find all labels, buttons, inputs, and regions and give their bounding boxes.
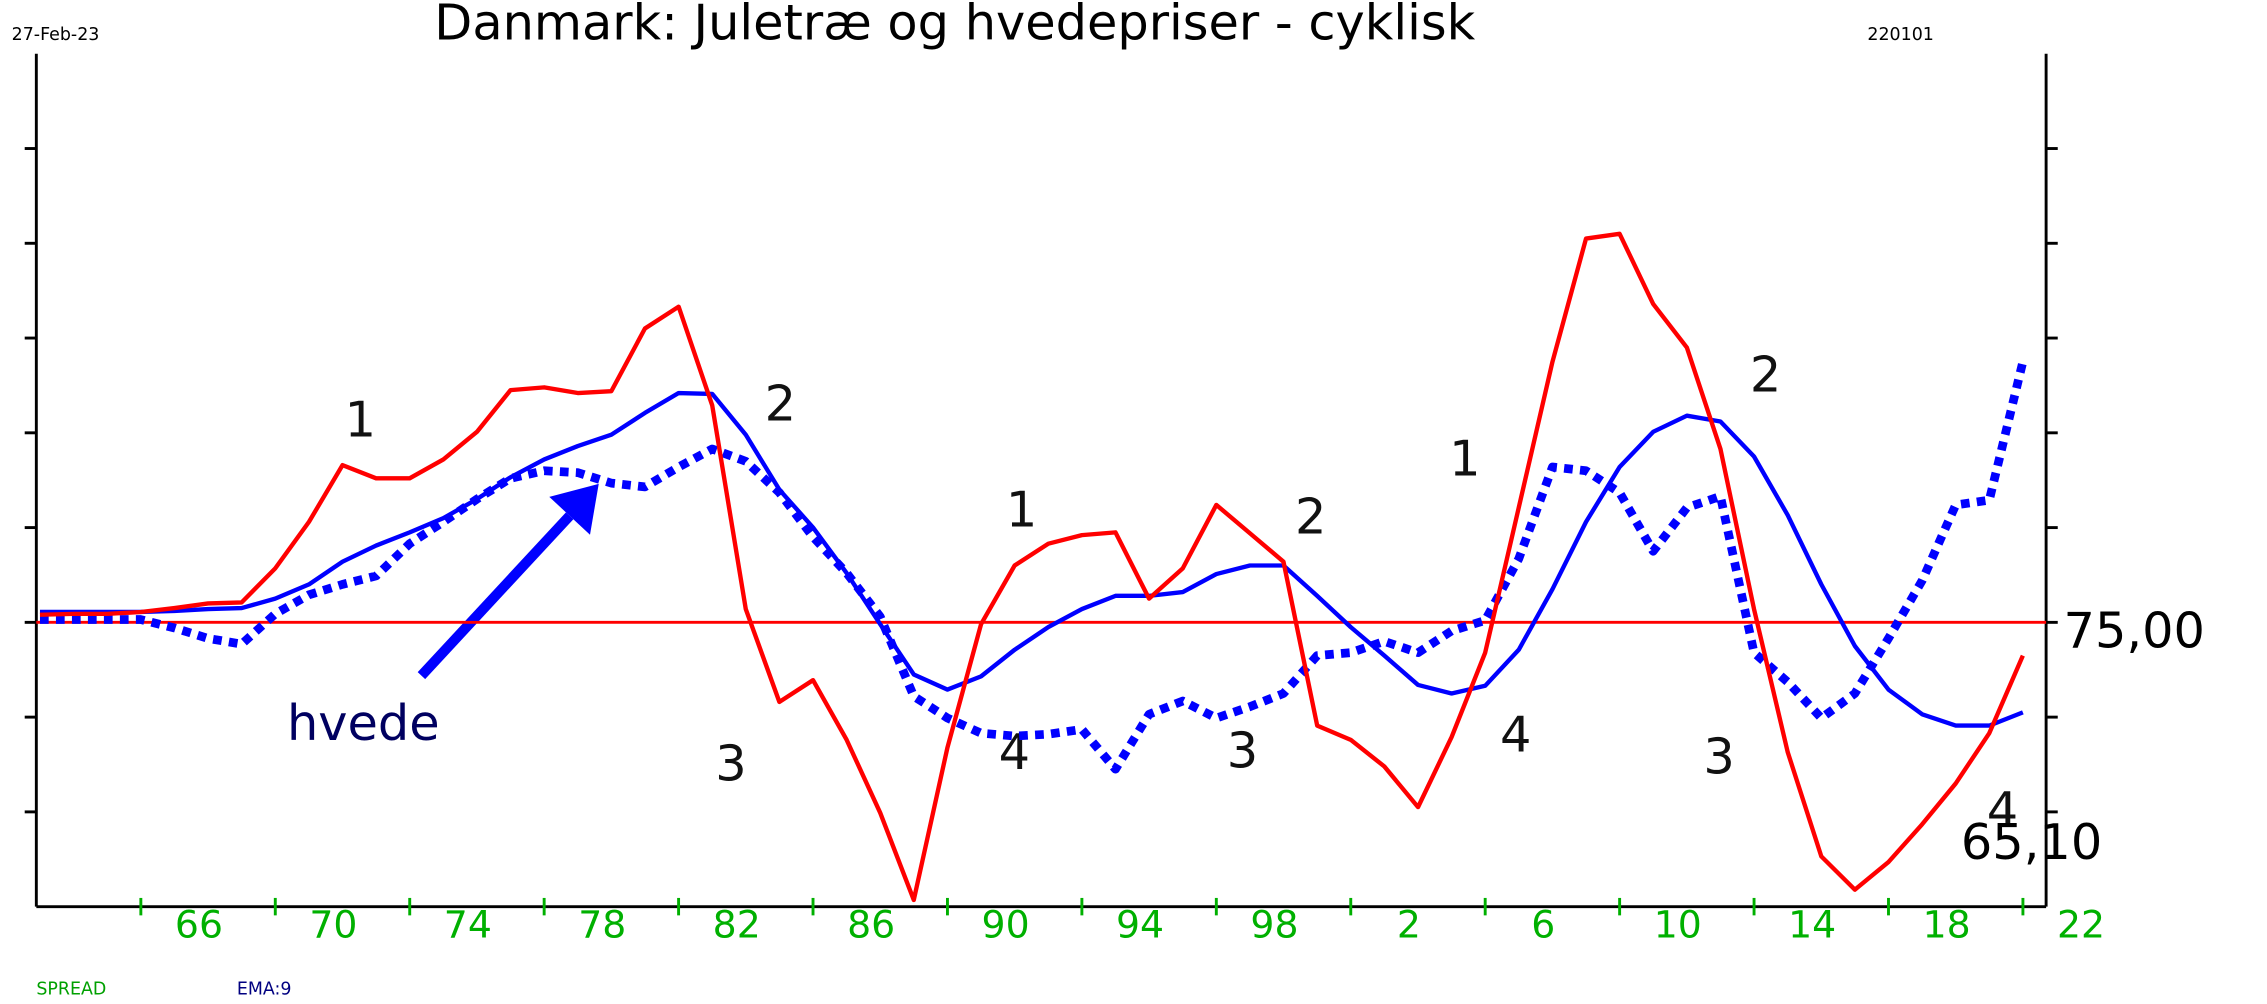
x-tick-label: 2 [1397,902,1421,946]
annotation: 4 [1987,781,2018,839]
x-tick-label: 82 [713,902,761,946]
chart-title: Danmark: Juletræ og hvedepriser - cyklis… [434,0,1475,52]
legend-ema: EMA:9 [237,979,292,999]
x-tick-label: 78 [578,902,626,946]
x-tick-label: 98 [1250,902,1298,946]
series-line [39,231,2025,903]
annotation: 1 [1006,480,1037,538]
x-tick-label: 70 [309,902,357,946]
annotation: 3 [1227,722,1258,780]
annotation: 2 [1750,345,1781,403]
bottom-label: 65,10 [1961,813,2102,871]
annotation: 2 [765,374,796,432]
series-line [39,390,2024,728]
x-tick-label: 22 [2057,902,2105,946]
legend-spread: SPREAD [36,979,106,999]
x-tick-label: 10 [1654,902,1702,946]
x-tick-label: 66 [175,902,223,946]
annotation: 1 [1449,430,1480,488]
annotation: 4 [1500,706,1531,764]
series-line [39,360,2028,774]
series-label: hvede [287,694,440,752]
arrow-shaft [417,512,574,680]
annotations: 1 2 3 1 4 2 3 1 4 2 3 4 [345,345,2019,839]
x-tick-label: 94 [1116,902,1164,946]
annotation: 3 [1703,727,1734,785]
x-tick-label: 86 [847,902,895,946]
annotation: 1 [345,390,376,448]
x-tick-label: 90 [982,902,1030,946]
arrow-head [549,483,599,535]
annotation: 2 [1295,488,1326,546]
code: 220101 [1867,25,1934,45]
x-tick-label: 74 [444,902,492,946]
x-tick-label: 18 [1923,902,1971,946]
reference-label: 75,00 [2064,601,2205,659]
x-tick-label: 6 [1531,902,1555,946]
date: 27-Feb-23 [12,25,100,45]
x-tick-label: 14 [1788,902,1836,946]
annotation: 3 [715,735,746,793]
